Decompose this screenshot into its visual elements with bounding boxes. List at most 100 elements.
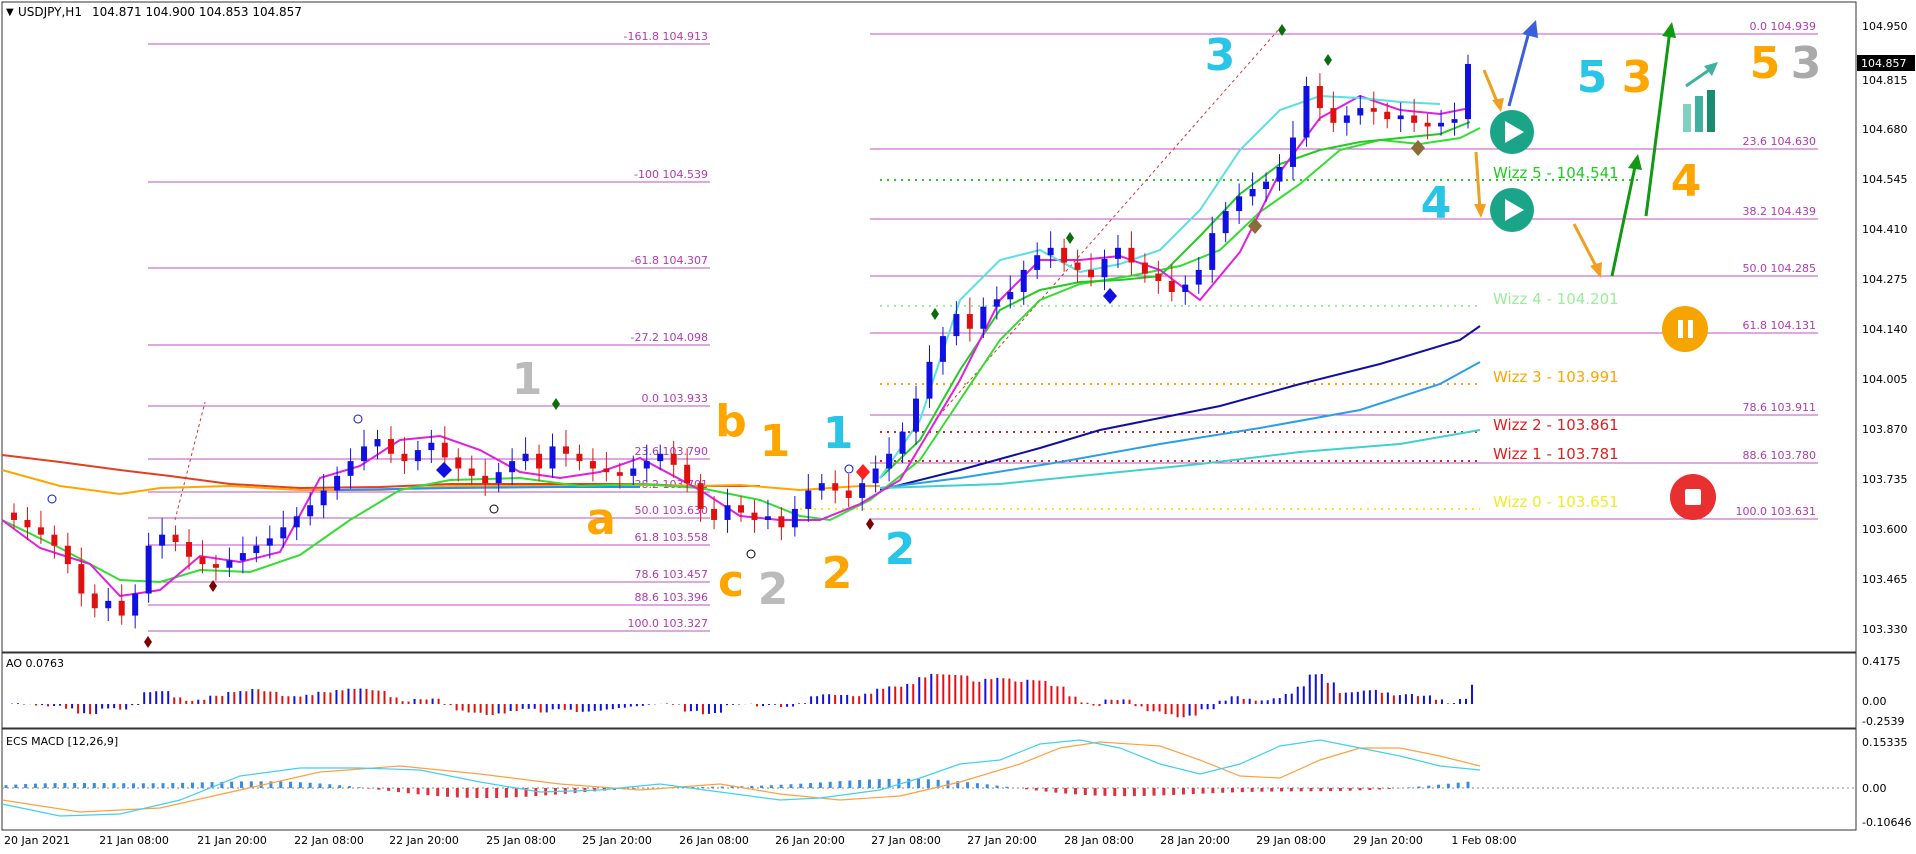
candle-body [1451,119,1458,123]
marker-diamond [856,464,870,480]
macd-signal-line [1,741,1481,813]
candle-body [1007,291,1014,300]
price-tick: 103.600 [1862,523,1908,536]
candle-body [495,472,502,484]
time-tick: 29 Jan 20:00 [1353,834,1423,847]
candle-body [1330,108,1337,123]
candle-body [1438,122,1445,127]
candle-body [913,398,920,432]
ma-lightblue [879,361,1481,489]
candle-body [589,461,596,469]
ao-histogram [11,673,1473,718]
candle-body [778,516,785,528]
candle-body [1195,269,1202,285]
price-tick: 104.005 [1862,373,1908,386]
candle-body [1128,247,1135,263]
candle-body [939,336,946,362]
play-icon[interactable] [1490,188,1534,232]
candle-body [159,534,166,546]
wave-label: 3 [1791,38,1822,89]
candle-body [11,512,17,520]
candle-body [953,314,960,337]
candle-body [118,600,125,616]
chart-menu-icon[interactable]: ▼ [6,7,14,18]
markers [47,24,1425,648]
candle-body [926,361,933,399]
fib-right-lines [870,33,1818,520]
candle-body [899,431,906,454]
wave-label: 2 [885,524,916,575]
ao-tick: 0.4175 [1862,655,1901,668]
candle-body [738,505,744,513]
fib-left-label: -100 104.539 [634,168,708,181]
candle-body [1343,115,1350,123]
candle-body [320,490,327,506]
candle-body [253,545,260,554]
trend-line [174,401,206,521]
time-tick: 21 Jan 08:00 [99,834,169,847]
candle-body [603,468,610,473]
candle-body [374,439,381,447]
candle-body [724,505,731,520]
candle-body [751,512,758,520]
candle-body [684,464,691,484]
wave-label: c [718,556,744,607]
price-tick: 104.950 [1862,20,1908,33]
candle-body [280,527,287,539]
marker-diamond [436,462,452,478]
price-tick: 104.275 [1862,273,1908,286]
candle-body [441,442,448,458]
price-tick: 103.870 [1862,423,1908,436]
candle-body [132,593,139,616]
wave-label: 4 [1671,156,1702,207]
pause-icon[interactable] [1662,306,1708,352]
wave-label: 1 [760,416,791,467]
candle-body [1141,262,1148,274]
marker-diamond [1248,218,1262,234]
wizz-label: Wizz 4 - 104.201 [1493,290,1619,308]
wave-label: b [715,396,747,447]
candle-body [91,593,98,609]
candle-body [199,556,206,565]
candle-body [1182,284,1189,292]
ao-tick: 0.00 [1862,695,1887,708]
macd-main-line [1,739,1481,817]
price-tick: 103.330 [1862,623,1908,636]
fib-left-label: 50.0 103.630 [635,504,708,517]
ma-cyan [879,429,1481,489]
wave-label: 4 [1421,178,1452,229]
candle-body [1370,108,1377,112]
fib-left-label: 0.0 103.933 [642,392,708,405]
candle-body [872,468,879,484]
candle-body [347,461,354,476]
play-icon[interactable] [1490,110,1534,154]
fib-left-label: -27.2 104.098 [631,331,708,344]
price-axis: 104.950 104.815 104.680 104.545 104.410 … [1862,20,1908,636]
macd-axis: 0.15335 0.00 -0.10646 [1862,736,1911,829]
candle-body [845,490,852,498]
candle-body [1249,189,1256,197]
fib-right-label: 88.6 103.780 [1743,449,1816,462]
time-tick: 28 Jan 20:00 [1160,834,1230,847]
candle-body [711,508,718,520]
candle-body [266,538,273,546]
candle-body [1276,166,1283,182]
stop-icon[interactable] [1670,474,1716,520]
wave-label: 5 [1577,52,1608,103]
candle-body [64,545,71,565]
wave-label: 5 [1750,38,1781,89]
wave-labels: 1 a b c 2 1 2 1 2 3 4 5 3 5 3 4 [512,30,1822,615]
candle-body [145,545,152,594]
candle-body [1101,258,1108,278]
fib-left-label: 88.6 103.396 [635,591,708,604]
time-tick: 1 Feb 08:00 [1451,834,1516,847]
candles [11,54,1471,629]
candle-body [616,472,623,476]
candle-body [670,453,677,465]
time-tick: 20 Jan 2021 [4,834,70,847]
price-tick: 103.465 [1862,573,1908,586]
macd-tick: -0.10646 [1862,816,1911,829]
candle-body [468,468,475,476]
candle-body [226,560,233,568]
